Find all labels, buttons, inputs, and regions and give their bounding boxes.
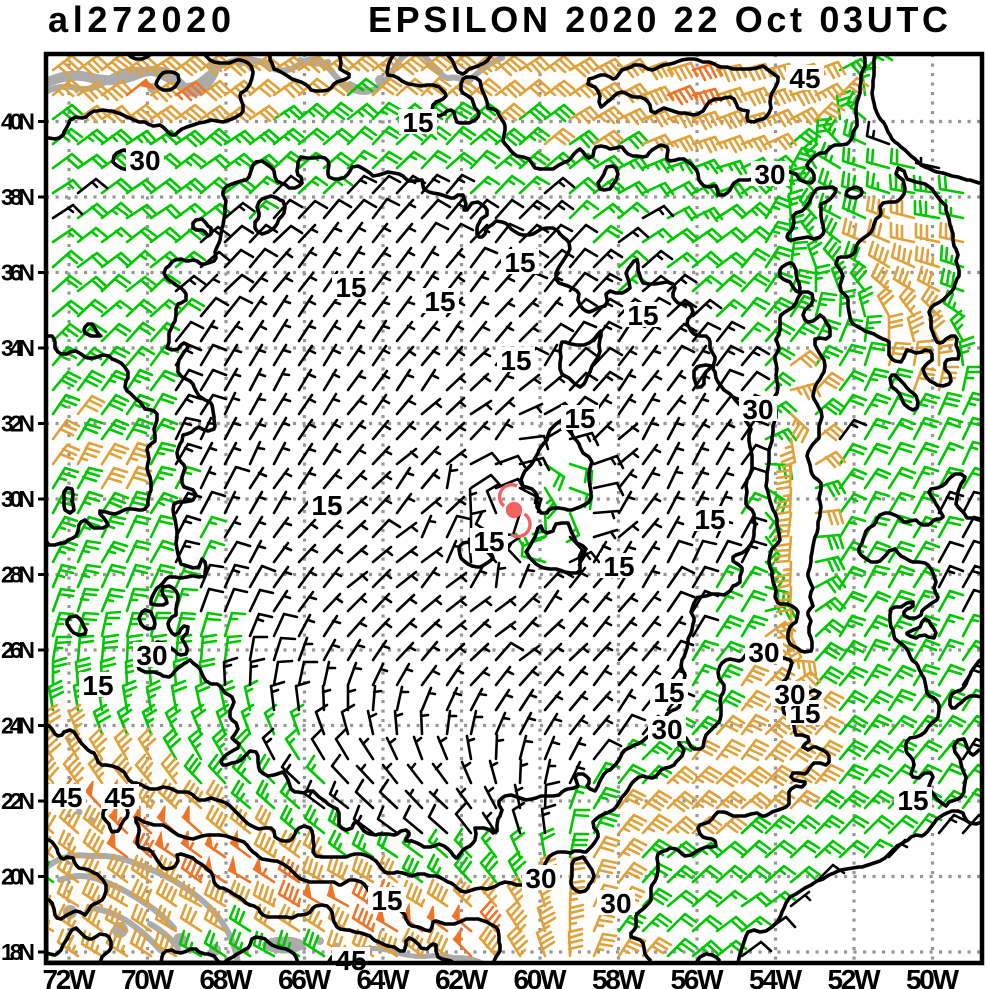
svg-text:30: 30 <box>748 637 779 668</box>
svg-text:al272020: al272020 <box>48 0 231 40</box>
svg-text:18N: 18N <box>1 939 35 965</box>
svg-text:22N: 22N <box>1 788 35 814</box>
svg-text:15: 15 <box>402 107 433 138</box>
svg-text:24N: 24N <box>1 713 35 739</box>
svg-text:60W: 60W <box>514 964 568 989</box>
svg-text:34N: 34N <box>1 335 35 361</box>
svg-text:30: 30 <box>774 679 805 710</box>
svg-text:72W: 72W <box>43 964 97 989</box>
svg-text:15: 15 <box>500 345 531 376</box>
svg-text:15: 15 <box>897 785 928 816</box>
svg-text:45: 45 <box>335 945 366 976</box>
svg-text:64W: 64W <box>357 964 411 989</box>
svg-text:45: 45 <box>51 782 82 813</box>
svg-text:54W: 54W <box>749 964 803 989</box>
svg-text:26N: 26N <box>1 637 35 663</box>
svg-text:15: 15 <box>473 526 504 557</box>
svg-text:68W: 68W <box>200 964 254 989</box>
svg-text:15: 15 <box>311 490 342 521</box>
svg-text:30N: 30N <box>1 486 35 512</box>
svg-text:70W: 70W <box>121 964 175 989</box>
svg-text:15: 15 <box>603 551 634 582</box>
svg-text:52W: 52W <box>828 964 882 989</box>
svg-text:30: 30 <box>742 394 773 425</box>
svg-text:45: 45 <box>104 782 135 813</box>
svg-text:15: 15 <box>82 670 113 701</box>
svg-text:30: 30 <box>600 888 631 919</box>
svg-text:28N: 28N <box>1 562 35 588</box>
svg-text:56W: 56W <box>671 964 725 989</box>
svg-text:15: 15 <box>627 300 658 331</box>
svg-text:58W: 58W <box>592 964 646 989</box>
svg-text:36N: 36N <box>1 260 35 286</box>
svg-text:15: 15 <box>504 247 535 278</box>
svg-text:30: 30 <box>754 159 785 190</box>
svg-text:50W: 50W <box>906 964 960 989</box>
svg-text:38N: 38N <box>1 184 35 210</box>
svg-text:62W: 62W <box>435 964 489 989</box>
svg-text:40N: 40N <box>1 109 35 135</box>
svg-text:30: 30 <box>651 714 682 745</box>
svg-text:45: 45 <box>789 63 820 94</box>
svg-text:30: 30 <box>136 640 167 671</box>
svg-text:15: 15 <box>694 504 725 535</box>
svg-text:20N: 20N <box>1 864 35 890</box>
svg-text:30: 30 <box>129 145 160 176</box>
svg-text:30: 30 <box>525 863 556 894</box>
svg-text:15: 15 <box>564 403 595 434</box>
svg-text:15: 15 <box>335 272 366 303</box>
svg-text:15: 15 <box>371 885 402 916</box>
svg-text:32N: 32N <box>1 411 35 437</box>
svg-text:15: 15 <box>653 677 684 708</box>
svg-text:66W: 66W <box>278 964 332 989</box>
svg-text:15: 15 <box>424 286 455 317</box>
